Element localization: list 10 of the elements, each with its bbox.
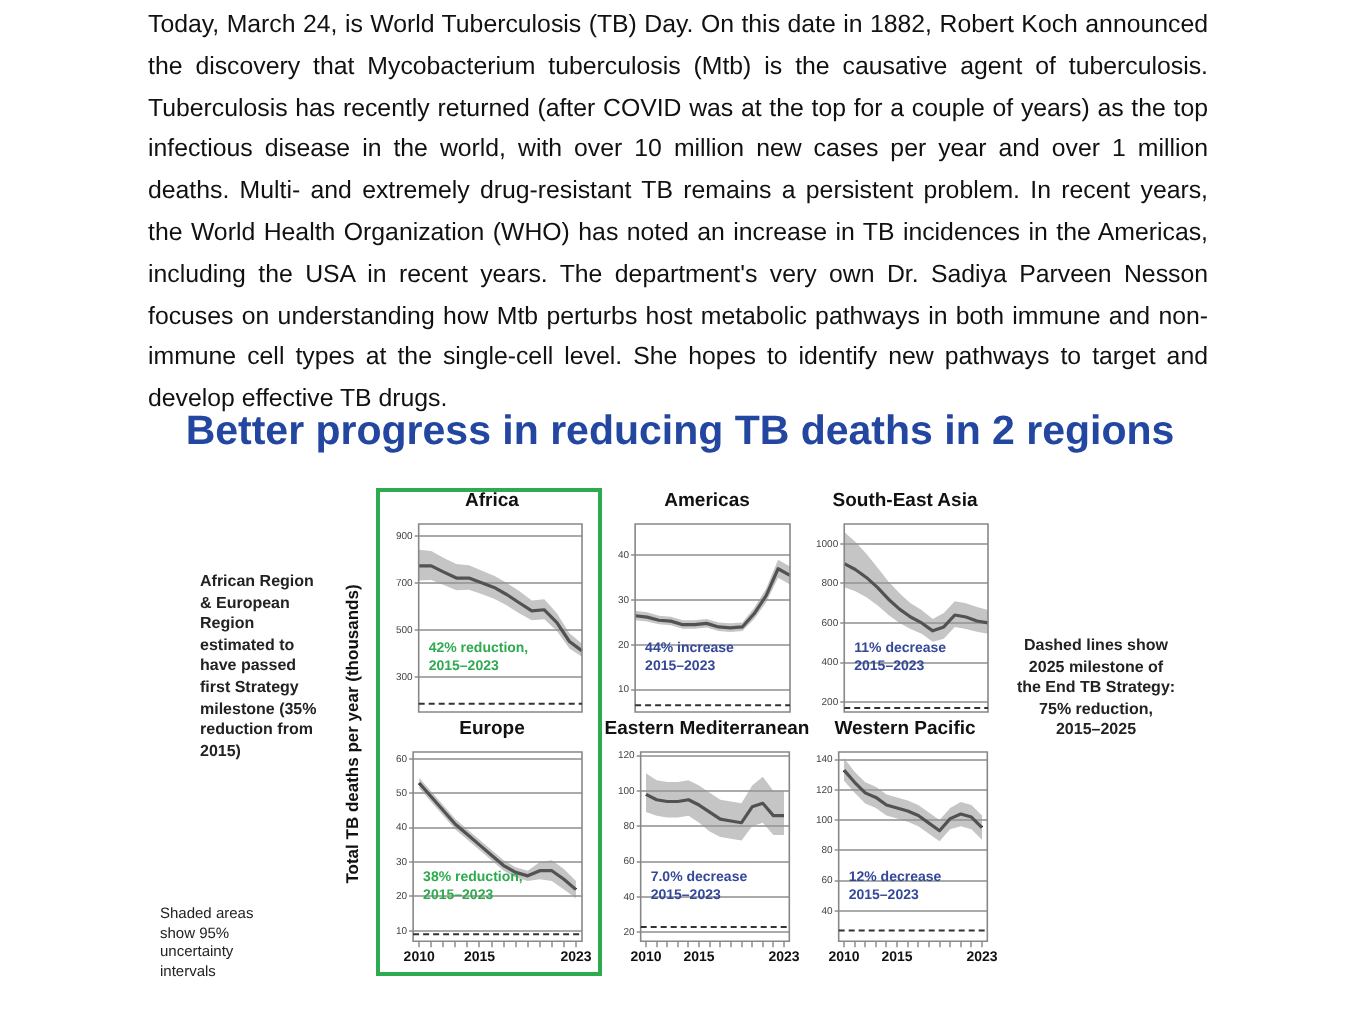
chart-title: Eastern Mediterranean xyxy=(604,718,810,740)
text: African Region & European Region estimated to have passed first Strategy milestone (35% reduction from 2015) xyxy=(200,572,317,760)
text: Today, March 24, is World Tuberculosis (TB) Day. On this date in 1882, Robert Koch announced the discovery that Mycobacterium tuberculosis (Mtb) is the causative agent of tuberculosis. Tuberculosis has recently returned (after COVID was at the top for a couple of years) as the top infectious disease in the world, with over 10 million new cases per year and over 1 million deaths. Multi- and extremely drug-resistant TB remains a persistent problem. In recent years, the World Health Organization (WHO) has noted an increase in TB incidences in the Americas, including the USA in recent years. The department's very own Dr. Sadiya Parveen Nesson focuses on understanding how Mtb perturbs host metabolic pathways in both immune and non-immune cell types at the single-cell level. She hopes to identify new pathways to target and develop effective TB drugs. xyxy=(148,10,1208,413)
chart-title: Western Pacific xyxy=(834,718,976,740)
chart-title: Americas xyxy=(664,490,750,512)
chart-title: South-East Asia xyxy=(830,490,980,512)
text: Dashed lines show 2025 milestone of the End TB Strategy: 75% reduction, 2015–2025 xyxy=(1016,636,1176,742)
chart-title: Africa xyxy=(463,490,521,512)
y-axis-title: Total TB deaths per year (thousands) xyxy=(342,582,362,888)
chart-title: Europe xyxy=(459,718,525,740)
